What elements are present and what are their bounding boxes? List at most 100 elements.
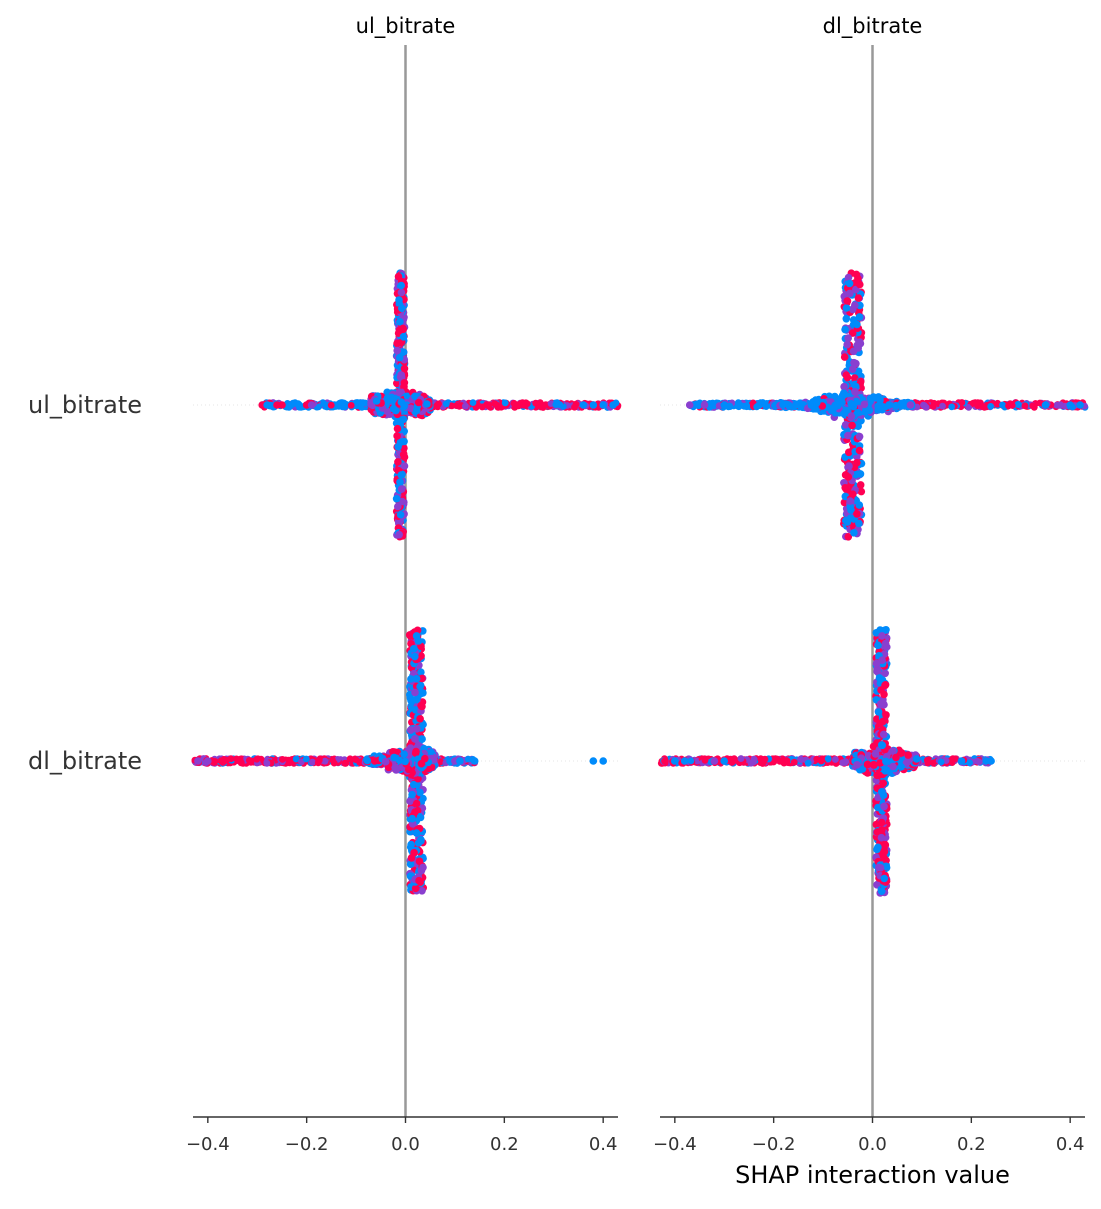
data-point: [411, 735, 419, 743]
data-point: [845, 449, 853, 457]
data-point: [519, 399, 526, 406]
data-point: [401, 453, 409, 461]
data-point: [846, 290, 854, 298]
data-point: [861, 401, 869, 409]
data-point: [341, 403, 348, 410]
data-point: [416, 715, 424, 723]
data-point: [357, 399, 364, 406]
data-point: [253, 756, 260, 763]
data-point: [398, 471, 406, 479]
data-point: [590, 401, 598, 409]
data-point: [694, 402, 701, 409]
data-point: [394, 425, 402, 433]
data-point: [279, 756, 286, 763]
data-point: [246, 757, 253, 764]
data-point: [842, 517, 850, 525]
data-point: [394, 443, 402, 451]
data-point: [211, 759, 218, 766]
data-point: [371, 757, 379, 765]
data-point: [486, 402, 493, 409]
data-point: [882, 711, 890, 719]
data-point: [373, 397, 381, 405]
data-point: [753, 404, 760, 411]
data-point: [391, 763, 399, 771]
data-point: [842, 471, 850, 479]
data-point: [874, 844, 882, 852]
data-point: [708, 401, 715, 408]
data-point: [397, 282, 405, 290]
data-point: [295, 401, 302, 408]
data-point: [844, 334, 852, 342]
data-point: [879, 718, 887, 726]
data-point: [513, 401, 520, 408]
data-point: [411, 808, 419, 816]
data-point: [879, 780, 887, 788]
data-point: [850, 348, 858, 356]
data-point: [882, 640, 890, 648]
data-point: [453, 402, 460, 409]
data-point: [394, 503, 402, 511]
data-point: [599, 757, 607, 765]
data-point: [411, 653, 419, 661]
data-point: [364, 757, 372, 765]
data-point: [999, 402, 1006, 409]
data-point: [851, 388, 859, 396]
data-point: [1076, 401, 1084, 409]
data-point: [532, 400, 539, 407]
data-point: [401, 365, 409, 373]
data-point: [308, 401, 316, 409]
data-point: [390, 405, 398, 413]
data-point: [856, 281, 864, 289]
data-point: [970, 400, 977, 407]
data-point: [1015, 401, 1022, 408]
data-point: [838, 398, 846, 406]
data-point: [876, 674, 884, 682]
data-point: [959, 399, 966, 406]
data-point: [408, 854, 416, 862]
data-point: [840, 410, 848, 418]
data-point: [573, 401, 580, 408]
data-point: [401, 758, 409, 766]
data-point: [220, 759, 227, 766]
data-point: [410, 645, 418, 653]
data-point: [387, 396, 395, 404]
data-point: [393, 347, 401, 355]
data-point: [878, 632, 886, 640]
data-point: [1022, 402, 1029, 409]
data-point: [843, 315, 851, 323]
data-point: [395, 531, 403, 539]
data-point: [397, 511, 405, 519]
data-point: [881, 854, 889, 862]
data-point: [443, 400, 450, 407]
data-point: [413, 675, 421, 683]
data-point: [1042, 401, 1050, 409]
data-point: [987, 403, 994, 410]
data-point: [435, 401, 442, 408]
data-point: [856, 433, 864, 441]
data-point: [413, 829, 421, 837]
data-point: [878, 819, 886, 827]
data-point: [580, 401, 588, 409]
data-point: [398, 304, 406, 312]
data-point: [470, 399, 477, 406]
data-point: [413, 800, 421, 808]
data-point: [411, 689, 419, 697]
data-point: [841, 353, 849, 361]
data-point: [797, 401, 805, 409]
data-point: [846, 280, 854, 288]
data-point: [396, 318, 404, 326]
data-point: [873, 668, 881, 676]
data-point: [853, 321, 861, 329]
data-point: [851, 301, 859, 309]
data-point: [418, 703, 426, 711]
data-point: [408, 815, 416, 823]
data-point: [813, 399, 821, 407]
data-point: [858, 488, 866, 496]
data-point: [393, 495, 401, 503]
data-point: [400, 333, 408, 341]
data-point: [877, 864, 885, 872]
data-point: [328, 402, 335, 409]
data-point: [400, 416, 408, 424]
row-guide-lines: [193, 405, 1085, 761]
